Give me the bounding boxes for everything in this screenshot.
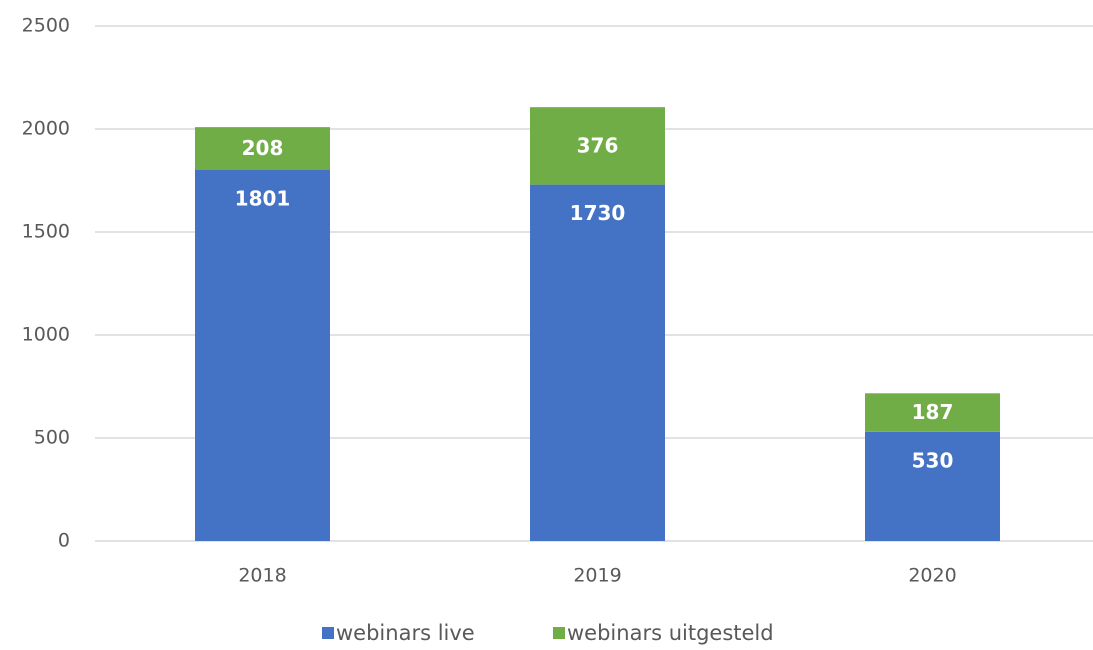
y-tick-label: 1000	[22, 324, 70, 346]
bar-segment	[530, 184, 665, 541]
y-tick-label: 2000	[22, 118, 70, 140]
y-tick-label: 2500	[22, 15, 70, 37]
x-tick-label: 2018	[238, 565, 286, 587]
legend-swatch	[322, 627, 334, 639]
data-label: 1801	[235, 186, 291, 210]
y-tick-label: 500	[34, 427, 70, 449]
legend-label: webinars uitgesteld	[567, 621, 774, 645]
bar-segment	[865, 393, 1000, 432]
bar-segment	[195, 127, 330, 170]
x-tick-label: 2019	[573, 565, 621, 587]
bar-segment	[530, 107, 665, 185]
y-tick-label: 1500	[22, 221, 70, 243]
legend-label: webinars live	[336, 621, 475, 645]
data-label: 530	[912, 448, 954, 472]
bar-segment	[865, 431, 1000, 541]
bar-segment	[195, 169, 330, 541]
y-tick-label: 0	[58, 530, 70, 552]
data-label: 208	[242, 136, 284, 160]
x-tick-label: 2020	[908, 565, 956, 587]
data-label: 187	[912, 400, 954, 424]
data-label: 376	[577, 133, 619, 157]
data-label: 1730	[570, 201, 626, 225]
legend-swatch	[553, 627, 565, 639]
